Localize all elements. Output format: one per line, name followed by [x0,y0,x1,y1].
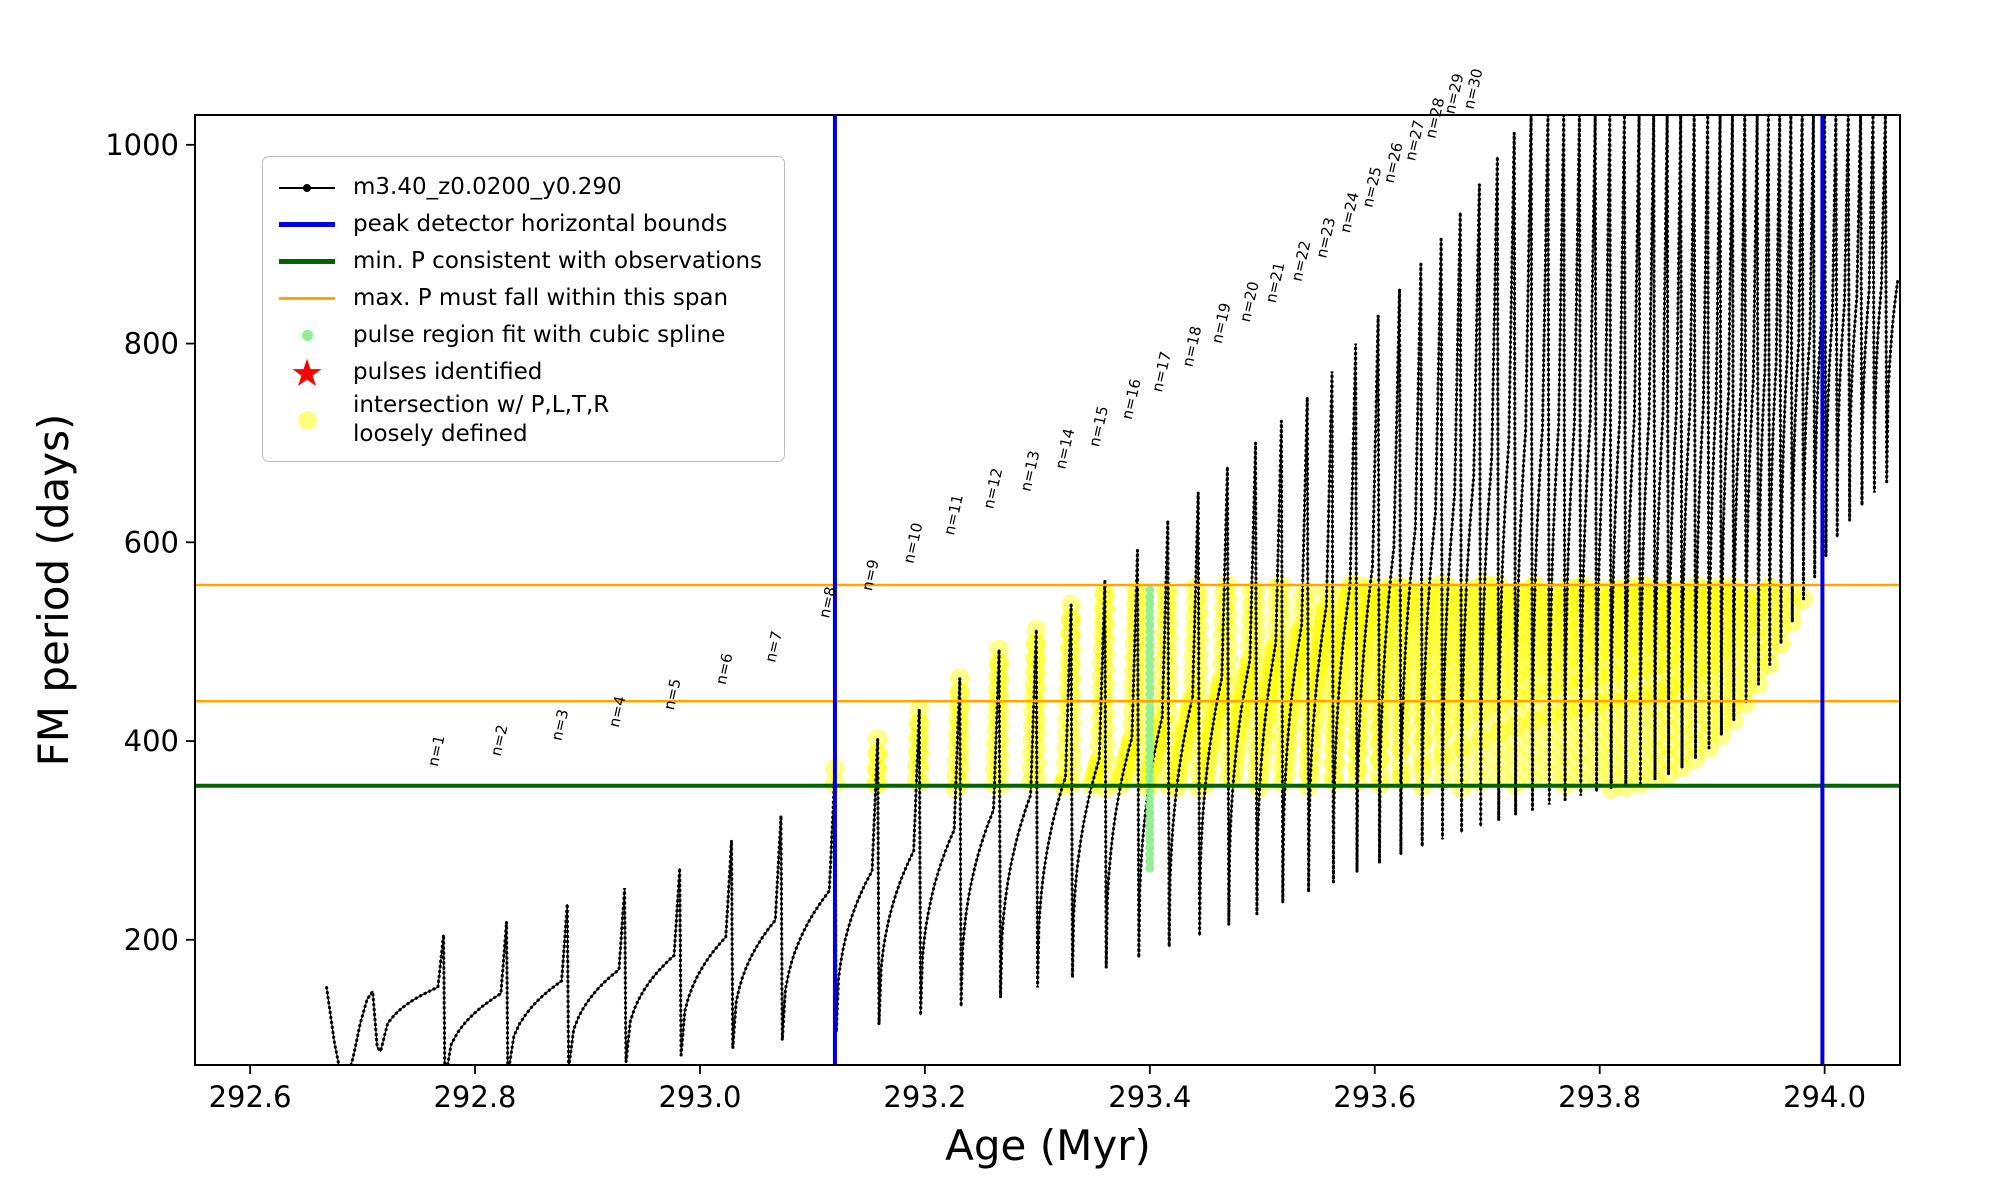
big-dot-icon [275,410,339,430]
spline-dot [1145,585,1155,595]
pulse-label-n10: n=10 [900,521,927,565]
x-tick-label: 293.0 [658,1080,741,1114]
pulse-label-n15: n=15 [1085,404,1112,448]
legend-item-2: min. P consistent with observations [275,243,762,280]
pulse-label-n22: n=22 [1288,239,1315,283]
y-tick-label: 600 [124,525,179,559]
legend-item-6: intersection w/ P,L,T,R loosely defined [275,391,762,449]
dot-icon [275,330,339,341]
pulse-label-n7: n=7 [761,629,786,664]
pulse-label-n13: n=13 [1017,449,1044,493]
pulse-label-n6: n=6 [712,651,737,686]
spline-strip [1145,585,1155,873]
legend-label: min. P consistent with observations [353,248,763,274]
y-axis-label: FM period (days) [29,414,78,767]
pulse-label-n4: n=4 [605,694,630,729]
pulse-label-n23: n=23 [1312,216,1339,260]
pulse-label-n11: n=11 [940,493,967,537]
pulse-label-n2: n=2 [487,723,512,758]
x-tick-label: 293.8 [1558,1080,1641,1114]
pulse-label-n1: n=1 [424,733,449,768]
legend-label: max. P must fall within this span [353,285,729,311]
pulse-label-n24: n=24 [1336,190,1363,234]
x-tick-label: 292.8 [433,1080,516,1114]
pulse-label-n17: n=17 [1148,350,1175,394]
pulse-label-n20: n=20 [1236,280,1263,324]
x-tick-label: 294.0 [1783,1080,1866,1114]
y-tick-label: 400 [124,724,179,758]
pulse-label-n18: n=18 [1179,324,1206,368]
intersection-region [824,574,1814,799]
pulse-label-n19: n=19 [1208,301,1235,345]
pulse-label-n12: n=12 [979,466,1006,510]
pulse-label-n16: n=16 [1118,377,1145,421]
x-axis-label: Age (Myr) [945,1121,1151,1170]
x-tick-label: 292.6 [209,1080,292,1114]
y-tick-label: 800 [124,327,179,361]
legend-item-3: max. P must fall within this span [275,280,762,317]
legend-label: intersection w/ P,L,T,R loosely defined [353,392,610,447]
legend-label: pulse region fit with cubic spline [353,322,726,348]
legend-label: pulses identified [353,359,543,385]
pulse-label-n14: n=14 [1051,427,1078,471]
legend-label: peak detector horizontal bounds [353,211,728,237]
legend-item-5: ★ pulses identified [275,350,762,395]
legend-item-0: m3.40_z0.0200_y0.290 [275,169,762,206]
thick-line-icon [275,222,339,227]
star-icon: ★ [289,350,325,395]
pulse-label-n21: n=21 [1262,260,1289,304]
x-tick-label: 293.4 [1108,1080,1191,1114]
legend-item-4: pulse region fit with cubic spline [275,317,762,354]
series-marker-icon [275,183,339,192]
y-tick-label: 1000 [105,128,179,162]
pulse-label-n26: n=26 [1380,141,1407,185]
pulse-label-n5: n=5 [660,677,685,712]
x-tick-label: 293.6 [1333,1080,1416,1114]
line-icon [275,297,339,300]
pulse-label-n9: n=9 [858,558,883,593]
legend-label: m3.40_z0.0200_y0.290 [353,174,622,200]
legend-item-1: peak detector horizontal bounds [275,206,762,243]
pulse-label-n30: n=30 [1460,67,1487,111]
thick-line-icon [275,259,339,264]
x-tick-label: 293.2 [883,1080,966,1114]
y-tick-label: 200 [124,923,179,957]
pulse-label-n3: n=3 [548,708,573,743]
